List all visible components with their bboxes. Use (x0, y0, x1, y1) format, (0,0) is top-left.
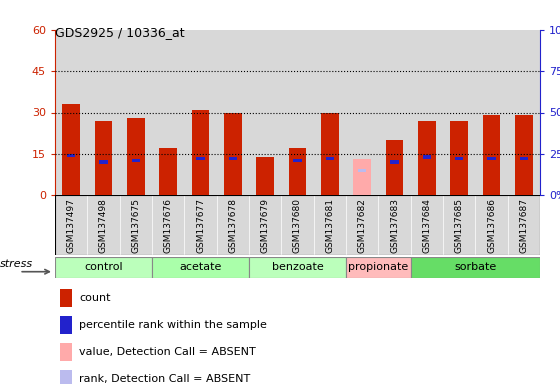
Text: GSM137683: GSM137683 (390, 198, 399, 253)
Bar (288, 148, 306, 195)
Bar (410, 195, 443, 255)
Bar (281, 195, 314, 255)
Bar (100, 161, 108, 164)
Text: rank, Detection Call = ABSENT: rank, Detection Call = ABSENT (80, 374, 250, 384)
Bar (229, 157, 237, 161)
Bar (87, 195, 120, 255)
Bar (321, 113, 339, 195)
Bar (197, 157, 204, 161)
Bar (379, 195, 410, 255)
Bar (60, 343, 72, 361)
Bar (508, 195, 540, 255)
Bar (358, 169, 366, 172)
Text: GSM137687: GSM137687 (519, 198, 528, 253)
Text: GSM137675: GSM137675 (132, 198, 141, 253)
Bar (346, 195, 379, 255)
Bar (87, 30, 120, 195)
Bar (520, 157, 528, 161)
Bar (55, 30, 87, 195)
Bar (249, 257, 346, 278)
Bar (95, 121, 113, 195)
Bar (293, 159, 301, 162)
Bar (390, 161, 399, 164)
Bar (314, 30, 346, 195)
Text: GSM137679: GSM137679 (260, 198, 270, 253)
Bar (256, 157, 274, 195)
Bar (386, 140, 403, 195)
Text: value, Detection Call = ABSENT: value, Detection Call = ABSENT (80, 347, 256, 357)
Text: GDS2925 / 10336_at: GDS2925 / 10336_at (55, 26, 185, 39)
Bar (184, 30, 217, 195)
Bar (346, 257, 410, 278)
Bar (326, 157, 334, 161)
Bar (55, 257, 152, 278)
Bar (60, 316, 72, 334)
Text: GSM137677: GSM137677 (196, 198, 205, 253)
Bar (224, 113, 242, 195)
Bar (443, 30, 475, 195)
Bar (152, 195, 184, 255)
Text: GSM137676: GSM137676 (164, 198, 172, 253)
Bar (55, 195, 87, 255)
Bar (443, 195, 475, 255)
Bar (515, 115, 533, 195)
Bar (455, 157, 463, 161)
Bar (152, 257, 249, 278)
Text: acetate: acetate (179, 263, 222, 273)
Text: stress: stress (0, 259, 33, 269)
Text: GSM137498: GSM137498 (99, 198, 108, 253)
Bar (379, 30, 410, 195)
Text: GSM137497: GSM137497 (67, 198, 76, 253)
Text: percentile rank within the sample: percentile rank within the sample (80, 320, 267, 330)
Bar (483, 115, 501, 195)
Bar (487, 157, 496, 161)
Text: GSM137678: GSM137678 (228, 198, 237, 253)
Bar (184, 195, 217, 255)
Bar (410, 30, 443, 195)
Bar (410, 257, 540, 278)
Bar (508, 30, 540, 195)
Text: GSM137686: GSM137686 (487, 198, 496, 253)
Bar (159, 148, 177, 195)
Bar (192, 110, 209, 195)
Text: GSM137684: GSM137684 (422, 198, 431, 253)
Bar (120, 30, 152, 195)
Text: propionate: propionate (348, 263, 408, 273)
Bar (418, 121, 436, 195)
Bar (249, 30, 281, 195)
Bar (62, 104, 80, 195)
Bar (132, 159, 140, 162)
Bar (450, 121, 468, 195)
Bar (217, 30, 249, 195)
Text: GSM137685: GSM137685 (455, 198, 464, 253)
Text: GSM137680: GSM137680 (293, 198, 302, 253)
Bar (60, 370, 72, 384)
Bar (249, 195, 281, 255)
Bar (314, 195, 346, 255)
Bar (475, 195, 508, 255)
Bar (127, 118, 144, 195)
Bar (475, 30, 508, 195)
Text: count: count (80, 293, 111, 303)
Text: GSM137682: GSM137682 (358, 198, 367, 253)
Bar (152, 30, 184, 195)
Text: sorbate: sorbate (454, 263, 497, 273)
Bar (217, 195, 249, 255)
Bar (67, 154, 75, 157)
Bar (60, 289, 72, 307)
Bar (346, 30, 379, 195)
Bar (423, 156, 431, 159)
Text: control: control (84, 263, 123, 273)
Text: benzoate: benzoate (272, 263, 323, 273)
Text: GSM137681: GSM137681 (325, 198, 334, 253)
Bar (120, 195, 152, 255)
Bar (353, 159, 371, 195)
Bar (281, 30, 314, 195)
